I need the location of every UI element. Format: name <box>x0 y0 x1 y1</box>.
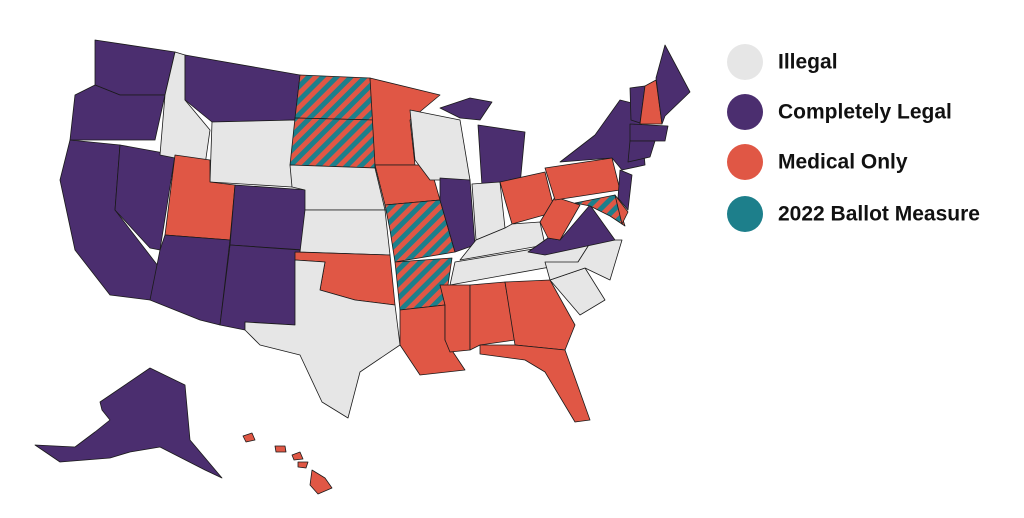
legend-swatch <box>727 144 763 180</box>
state <box>629 123 669 142</box>
state <box>439 97 493 121</box>
state <box>369 77 441 166</box>
legend-label: Illegal <box>778 51 838 74</box>
state <box>94 39 176 96</box>
state <box>297 461 309 469</box>
state <box>274 445 287 453</box>
legend: Illegal Completely Legal Medical Only 2022 … <box>727 44 980 232</box>
state <box>299 209 391 256</box>
state <box>289 117 376 169</box>
state <box>229 184 309 251</box>
state <box>439 177 476 253</box>
state <box>34 367 223 479</box>
state <box>479 344 591 423</box>
state <box>469 281 516 351</box>
state <box>291 451 304 461</box>
state <box>544 239 623 281</box>
legend-swatch <box>727 44 763 80</box>
state <box>544 157 621 201</box>
legend-label: 2022 Ballot Measure <box>778 203 980 226</box>
state <box>149 234 231 326</box>
state <box>499 171 556 225</box>
state <box>209 119 296 188</box>
state <box>617 169 633 211</box>
legend-swatch <box>727 196 763 232</box>
legend-label: Medical Only <box>778 151 908 174</box>
state <box>384 199 456 263</box>
state <box>219 244 301 331</box>
us-map <box>34 39 691 495</box>
state <box>184 54 301 123</box>
legend-label: Completely Legal <box>778 101 952 124</box>
state <box>627 140 656 163</box>
state <box>242 432 256 443</box>
legend-swatch <box>727 94 763 130</box>
state <box>504 279 576 351</box>
state <box>574 194 626 227</box>
state <box>614 194 629 225</box>
state <box>394 257 453 311</box>
state <box>244 259 401 419</box>
state <box>309 469 333 495</box>
state <box>539 196 581 241</box>
state <box>294 74 376 121</box>
state <box>477 124 526 187</box>
state <box>655 44 691 125</box>
